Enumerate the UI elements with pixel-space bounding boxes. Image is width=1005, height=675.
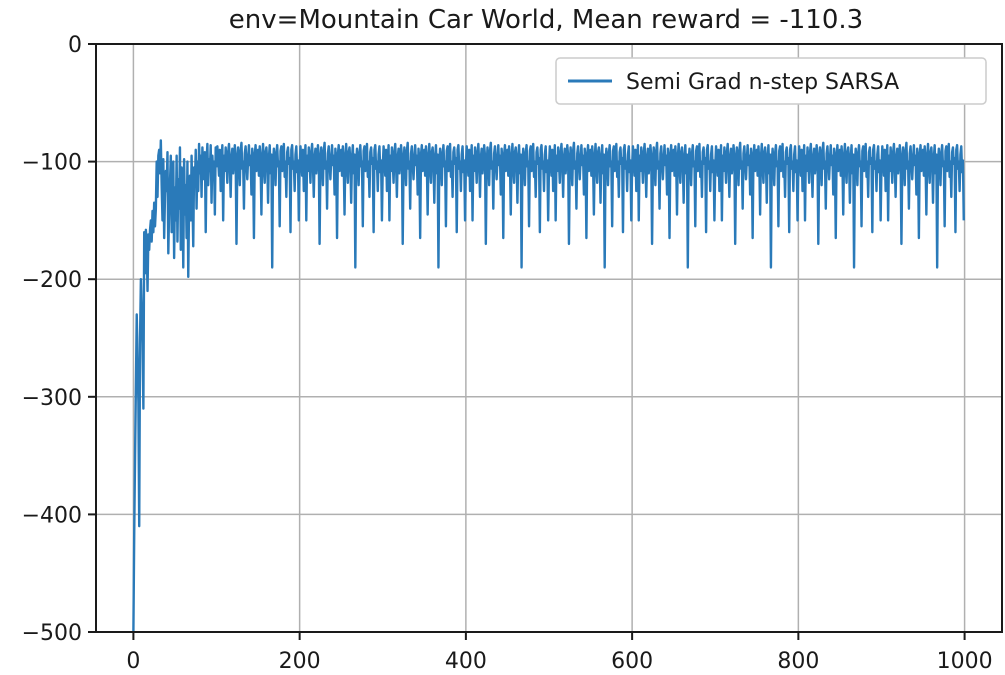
chart-title: env=Mountain Car World, Mean reward = -1… — [229, 5, 863, 35]
plot-area — [96, 44, 1002, 632]
y-tick-label: −400 — [22, 503, 82, 528]
y-tick-label: −100 — [22, 151, 82, 176]
tick-labels: 0 200 400 600 800 1000 0 −100 −200 −300 −400 −500 — [22, 33, 993, 674]
ticks — [88, 43, 966, 640]
x-tick-label: 0 — [126, 649, 140, 674]
x-tick-label: 200 — [279, 649, 321, 674]
y-tick-label: −500 — [22, 621, 82, 646]
y-tick-label: −300 — [22, 386, 82, 411]
series-line — [132, 139, 965, 633]
y-tick-label: −200 — [22, 268, 82, 293]
x-tick-label: 1000 — [937, 649, 993, 674]
x-tick-label: 600 — [611, 649, 653, 674]
legend-box — [555, 57, 987, 105]
x-tick-label: 400 — [445, 649, 487, 674]
x-tick-label: 800 — [777, 649, 819, 674]
series-layer — [132, 139, 965, 633]
legend: Semi Grad n-step SARSA — [555, 57, 987, 105]
plot-frame — [95, 43, 1003, 633]
legend-label: Semi Grad n-step SARSA — [626, 70, 899, 95]
y-tick-label: 0 — [68, 33, 82, 58]
